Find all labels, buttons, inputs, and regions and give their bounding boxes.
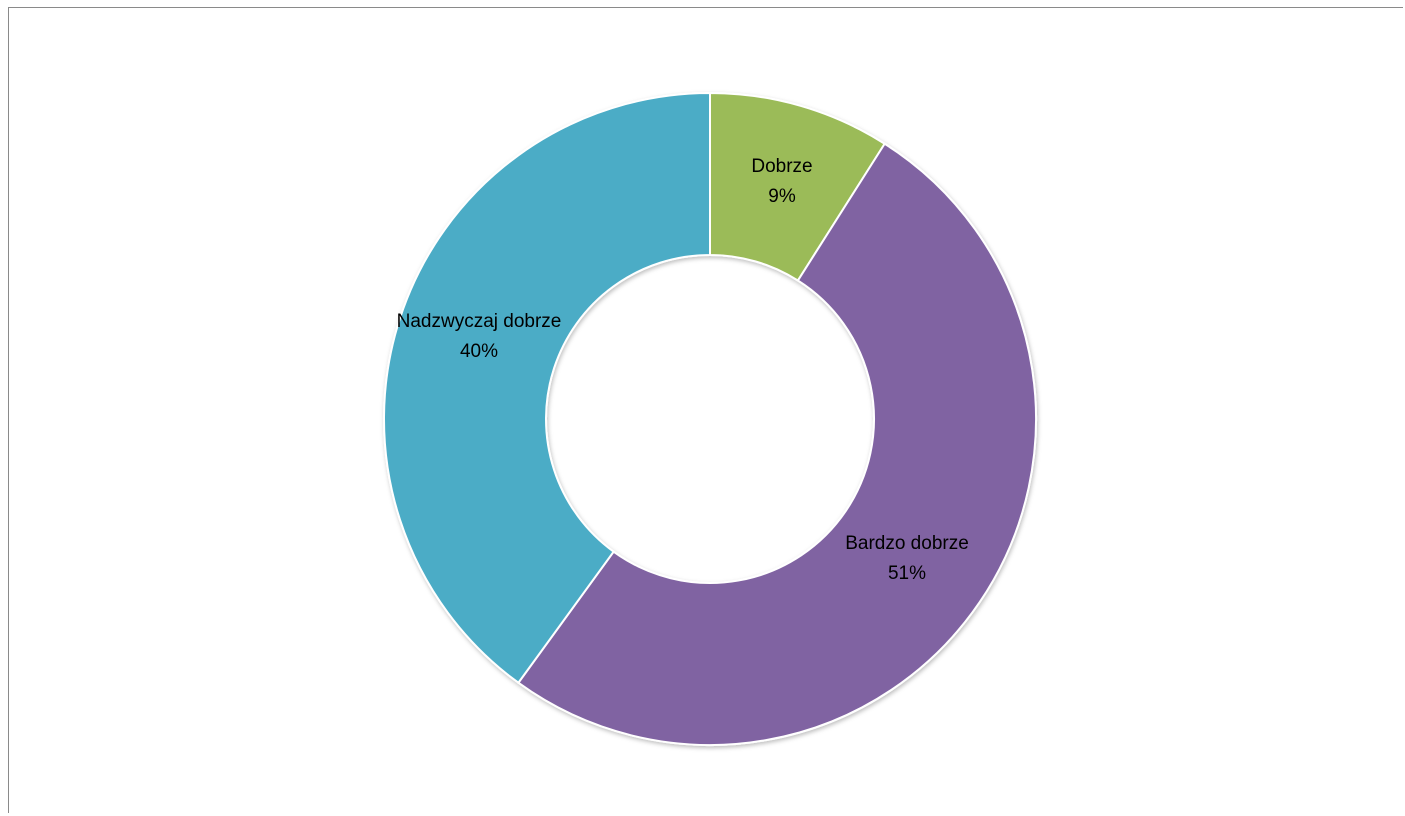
slice-label: Dobrze 9%: [751, 156, 812, 207]
slice-label: Nadzwyczaj dobrze 40%: [397, 311, 562, 362]
slice-label-name: Bardzo dobrze: [845, 533, 969, 554]
slice-label-value: 40%: [460, 341, 498, 362]
slice-label: Bardzo dobrze 51%: [845, 533, 969, 584]
slice-label-name: Nadzwyczaj dobrze: [397, 311, 562, 332]
slice-label-name: Dobrze: [751, 156, 812, 177]
slice-label-value: 9%: [768, 186, 796, 207]
donut-slice-nadzwyczaj-dobrze: [383, 91, 711, 685]
slice-label-value: 51%: [888, 563, 926, 584]
donut-slice-bardzo-dobrze: [516, 142, 1037, 746]
donut-labels: Dobrze 9% Bardzo dobrze 51% Nadzwyczaj dobrz…: [397, 156, 969, 584]
donut-slices: [383, 91, 1037, 746]
